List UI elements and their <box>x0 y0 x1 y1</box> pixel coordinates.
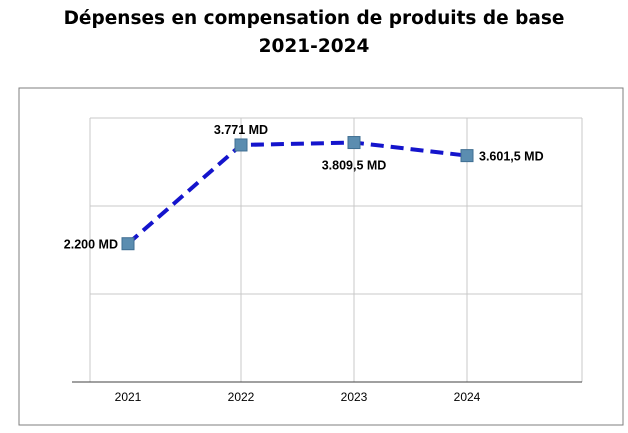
data-label-2022: 3.771 MD <box>214 123 268 137</box>
chart-frame <box>18 87 624 426</box>
data-point-2024 <box>460 149 474 163</box>
series-line <box>126 140 468 246</box>
grid-lines <box>89 117 583 382</box>
data-labels: 2.200 MD 3.771 MD 3.809,5 MD 3.601,5 MD <box>64 123 544 252</box>
x-tick-labels: 2021 2022 2023 2024 <box>115 390 481 404</box>
data-label-2023: 3.809,5 MD <box>322 159 387 173</box>
x-tick-2021: 2021 <box>115 390 142 404</box>
data-markers <box>121 136 474 251</box>
data-label-2021: 2.200 MD <box>64 238 118 252</box>
chart-title: Dépenses en compensation de produits de … <box>63 8 565 29</box>
x-tick-2023: 2023 <box>341 390 368 404</box>
data-point-2021 <box>121 237 135 251</box>
chart-subtitle: 2021-2024 <box>258 36 370 57</box>
data-point-2023 <box>347 136 361 150</box>
x-tick-2024: 2024 <box>454 390 481 404</box>
data-label-2024: 3.601,5 MD <box>479 150 544 164</box>
data-point-2022 <box>234 138 248 152</box>
x-tick-2022: 2022 <box>228 390 255 404</box>
